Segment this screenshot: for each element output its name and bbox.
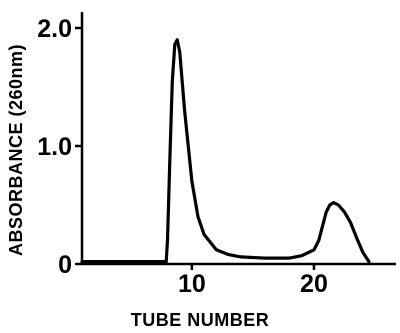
y-axis-label: ABSORBANCE (260nm) bbox=[6, 44, 26, 256]
x-ticks: 10 20 bbox=[178, 264, 328, 298]
y-ticks: 0 1.0 2.0 bbox=[37, 15, 82, 279]
y-tick-label: 1.0 bbox=[37, 133, 72, 161]
x-tick-label: 20 bbox=[300, 270, 328, 298]
x-tick-label: 10 bbox=[178, 270, 206, 298]
x-axis-label: TUBE NUMBER bbox=[131, 310, 270, 330]
y-tick-label: 0 bbox=[58, 251, 72, 279]
absorbance-line bbox=[80, 38, 371, 264]
y-tick-label: 2.0 bbox=[37, 15, 72, 43]
